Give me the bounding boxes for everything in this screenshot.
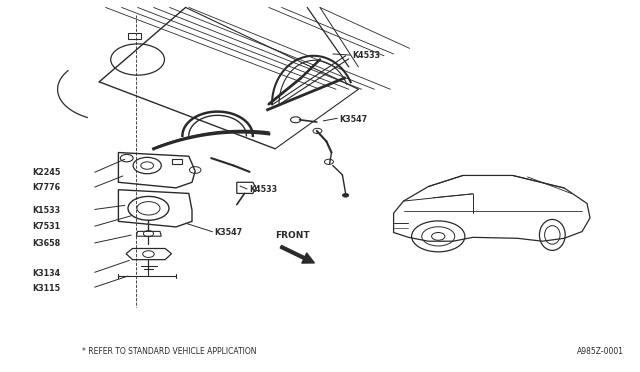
Text: FRONT: FRONT bbox=[275, 231, 310, 240]
Text: K3547: K3547 bbox=[339, 115, 367, 124]
FancyArrowPatch shape bbox=[280, 246, 314, 263]
Text: K4533: K4533 bbox=[250, 185, 278, 194]
Text: K3134: K3134 bbox=[33, 269, 61, 278]
Text: K7776: K7776 bbox=[33, 183, 61, 192]
Text: K2245: K2245 bbox=[33, 169, 61, 177]
Text: A985Z-0001: A985Z-0001 bbox=[577, 347, 624, 356]
Text: K1533: K1533 bbox=[33, 206, 61, 215]
Circle shape bbox=[342, 193, 349, 197]
Text: K7531: K7531 bbox=[33, 222, 61, 231]
Text: K3115: K3115 bbox=[33, 284, 61, 293]
Text: * REFER TO STANDARD VEHICLE APPLICATION: * REFER TO STANDARD VEHICLE APPLICATION bbox=[83, 347, 257, 356]
Text: K4533: K4533 bbox=[352, 51, 380, 60]
Text: K3658: K3658 bbox=[33, 239, 61, 248]
Text: K3547: K3547 bbox=[214, 228, 243, 237]
